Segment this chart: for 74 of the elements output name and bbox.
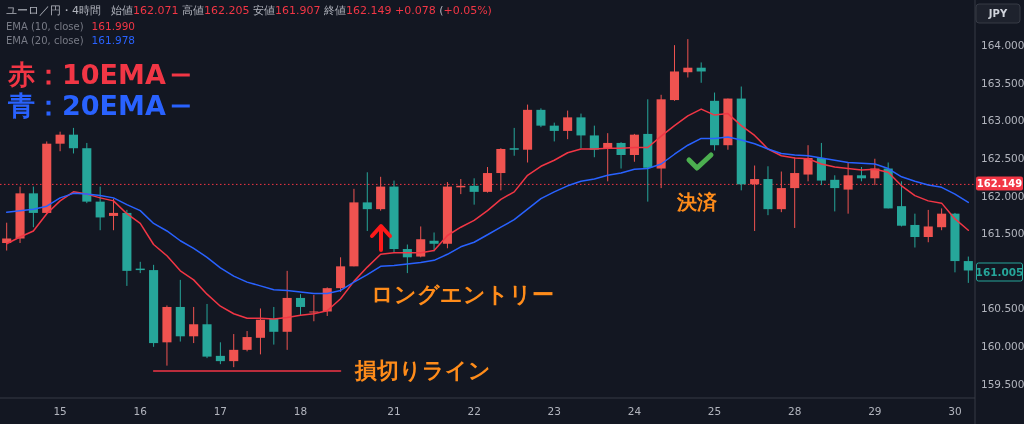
candlestick (803, 144, 813, 182)
text: 161.005 (975, 266, 1024, 278)
candlestick (750, 165, 760, 232)
candlestick (242, 330, 252, 352)
candlestick (229, 333, 239, 368)
candlestick (576, 113, 586, 149)
y-tick-label: 162.500 (981, 152, 1024, 164)
candlestick (629, 133, 639, 163)
candlestick (215, 341, 225, 365)
candlestick (790, 156, 800, 229)
candlestick (563, 110, 573, 140)
legend: 赤：10EMA (8, 59, 166, 90)
y-tick-label: 163.500 (981, 76, 1024, 89)
candlestick (482, 166, 493, 194)
x-tick-label: 22 (467, 405, 481, 417)
x-tick-label: 25 (707, 405, 722, 417)
y-tick-label: 163.000 (981, 114, 1024, 127)
x-tick-label: 18 (293, 405, 308, 417)
candlestick (549, 122, 559, 142)
annotation: EMA (20, close) (6, 35, 84, 46)
legend: 青：20EMA (8, 90, 166, 121)
candlestick (910, 213, 920, 249)
x-tick-label: 24 (627, 405, 642, 417)
text: 始値162.071 高値162.205 安値161.907 終値162.149 +0.078 (+0.05%) (111, 4, 492, 17)
y-tick-label: 164.000 (981, 39, 1024, 52)
annotation: 161.990 (91, 20, 136, 32)
candlestick (816, 142, 826, 186)
x-tick-label: 15 (53, 405, 67, 417)
candlestick (429, 231, 439, 252)
x-tick-label: 21 (387, 405, 401, 417)
candlestick (28, 186, 38, 228)
ref-line-label: 162.149 (976, 178, 1023, 190)
candlestick (362, 171, 372, 232)
candlestick (336, 256, 346, 293)
y-tick-label: 160.500 (981, 302, 1024, 315)
x-tick-label: 28 (788, 405, 802, 417)
candlestick (309, 294, 319, 322)
x-tick-label: 23 (547, 405, 561, 417)
candlestick (776, 171, 786, 213)
chart-title: ユーロ／円・4時間 (6, 4, 101, 17)
annotation: 161.978 (91, 34, 136, 46)
y-tick-label: 160.000 (981, 340, 1024, 353)
candlestick (963, 256, 973, 284)
y-tick-label: 162.000 (981, 189, 1024, 202)
y-tick-label: 159.500 (981, 377, 1024, 390)
candlestick (937, 207, 947, 231)
candlestick (255, 307, 265, 355)
annotation: 決済 (676, 190, 718, 214)
annotation: ロングエントリー (370, 282, 554, 307)
candlestick (923, 209, 933, 243)
x-tick-label: 29 (868, 405, 882, 417)
candlestick (269, 306, 279, 346)
candlestick (536, 107, 546, 128)
candlestick (68, 127, 78, 154)
text: JPY (987, 8, 1008, 19)
candlestick (95, 186, 105, 231)
x-tick-label: 17 (213, 405, 228, 417)
annotation: EMA (10, close) (6, 21, 84, 32)
candlestick (55, 131, 65, 152)
candlestick (416, 225, 426, 258)
x-tick-label: 30 (948, 405, 962, 417)
candlestick (189, 306, 199, 344)
candlestick (469, 177, 479, 206)
candlestick (376, 176, 386, 212)
candlestick (830, 174, 840, 212)
candlestick (295, 293, 306, 316)
candlestick (843, 162, 853, 215)
candlestick (509, 127, 519, 157)
candlestick (2, 222, 12, 252)
x-tick-label: 16 (133, 405, 148, 417)
annotation: 損切りライン (354, 358, 491, 383)
y-tick-label: 161.500 (981, 227, 1024, 240)
candlestick (108, 198, 119, 231)
candlestick (897, 180, 907, 227)
